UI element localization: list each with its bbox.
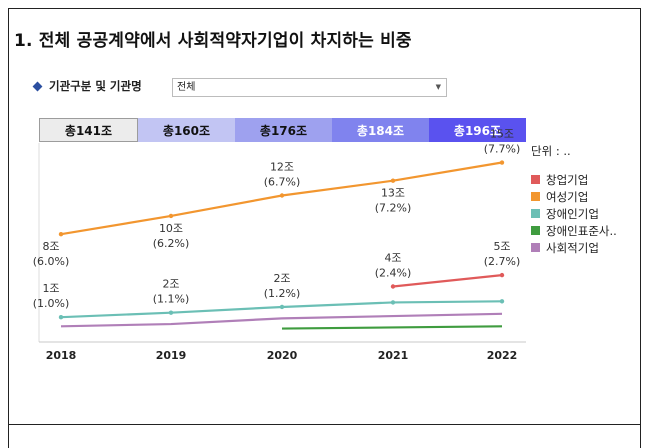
data-label: 2조 xyxy=(162,278,179,291)
data-point xyxy=(168,213,174,219)
legend-item-women[interactable]: 여성기업 xyxy=(531,188,617,205)
tab-total-2021[interactable]: 총184조 xyxy=(332,118,429,142)
data-label: (2.7%) xyxy=(484,255,521,268)
data-point xyxy=(168,310,174,315)
filter-label: 기관구분 및 기관명 xyxy=(32,78,142,94)
data-point xyxy=(58,231,64,237)
x-tick-label: 2021 xyxy=(378,349,409,362)
legend-title: 단위 : .. xyxy=(531,144,571,158)
data-point xyxy=(499,299,505,304)
data-label: 12조 xyxy=(270,161,294,174)
data-label: 5조 xyxy=(493,240,510,253)
legend-swatch xyxy=(531,209,540,218)
legend-item-disabled[interactable]: 장애인기업 xyxy=(531,205,617,222)
x-tick-label: 2020 xyxy=(267,349,298,362)
legend-label: 창업기업 xyxy=(546,172,589,187)
chart-legend: 단위 : .. 창업기업 여성기업 장애인기업 장애인표준사.. 사회적기업 xyxy=(531,143,617,256)
legend-swatch xyxy=(531,175,540,184)
line-chart: 2018 2019 2020 2021 2022 8조 (6.0%) 10조 (6.2%) 12조… xyxy=(33,128,526,362)
tab-total-2018[interactable]: 총141조 xyxy=(39,118,138,142)
data-label: (6.7%) xyxy=(264,176,301,189)
agency-select-value: 전체 xyxy=(177,82,196,93)
data-label: (7.2%) xyxy=(375,202,412,215)
legend-swatch xyxy=(531,192,540,201)
x-tick-label: 2019 xyxy=(156,349,187,362)
data-label: 10조 xyxy=(159,222,183,235)
data-label: 4조 xyxy=(384,252,401,265)
data-label: (2.4%) xyxy=(375,267,412,280)
legend-label: 장애인기업 xyxy=(546,206,599,221)
data-point xyxy=(279,193,285,198)
tab-total-2019[interactable]: 총160조 xyxy=(138,118,235,142)
data-point xyxy=(58,315,64,320)
data-label: (7.7%) xyxy=(484,143,521,156)
data-label: 1조 xyxy=(42,282,59,295)
legend-item-startup[interactable]: 창업기업 xyxy=(531,171,617,188)
legend-label: 여성기업 xyxy=(546,189,589,204)
series-line xyxy=(392,274,503,288)
tab-total-2020[interactable]: 총176조 xyxy=(235,118,332,142)
data-label: 2조 xyxy=(273,272,290,285)
data-point xyxy=(279,304,285,310)
series-line xyxy=(281,325,503,330)
filter-label-text: 기관구분 및 기관명 xyxy=(49,79,142,93)
data-label: 15조 xyxy=(490,128,514,141)
data-label: (6.2%) xyxy=(153,237,190,250)
report-frame xyxy=(8,8,641,448)
data-label: 8조 xyxy=(42,240,59,253)
legend-item-social[interactable]: 사회적기업 xyxy=(531,239,617,256)
bottom-border xyxy=(8,424,641,425)
year-total-tabs: 총141조 총160조 총176조 총184조 총196조 xyxy=(39,118,526,142)
data-point xyxy=(390,178,396,183)
x-tick-label: 2022 xyxy=(487,349,518,362)
series-line xyxy=(60,312,503,328)
data-point xyxy=(499,272,505,278)
data-label: (1.1%) xyxy=(153,293,190,306)
legend-swatch xyxy=(531,243,540,252)
data-point xyxy=(390,300,396,305)
data-label: (1.0%) xyxy=(33,297,70,310)
legend-label: 장애인표준사.. xyxy=(546,223,617,238)
legend-label: 사회적기업 xyxy=(546,240,599,255)
data-point xyxy=(499,160,505,165)
chevron-down-icon[interactable]: ▼ xyxy=(435,83,441,91)
legend-swatch xyxy=(531,226,540,235)
legend-item-disabled-standard[interactable]: 장애인표준사.. xyxy=(531,222,617,239)
data-label: (6.0%) xyxy=(33,255,70,268)
data-label: (1.2%) xyxy=(264,287,301,300)
data-label: 13조 xyxy=(381,187,405,200)
agency-select[interactable]: 전체 ▼ xyxy=(172,78,447,97)
x-tick-label: 2018 xyxy=(46,349,77,362)
data-point xyxy=(390,284,396,289)
tab-total-2022[interactable]: 총196조 xyxy=(429,118,526,142)
page-title: 1. 전체 공공계약에서 사회적약자기업이 차지하는 비중 xyxy=(14,31,412,51)
